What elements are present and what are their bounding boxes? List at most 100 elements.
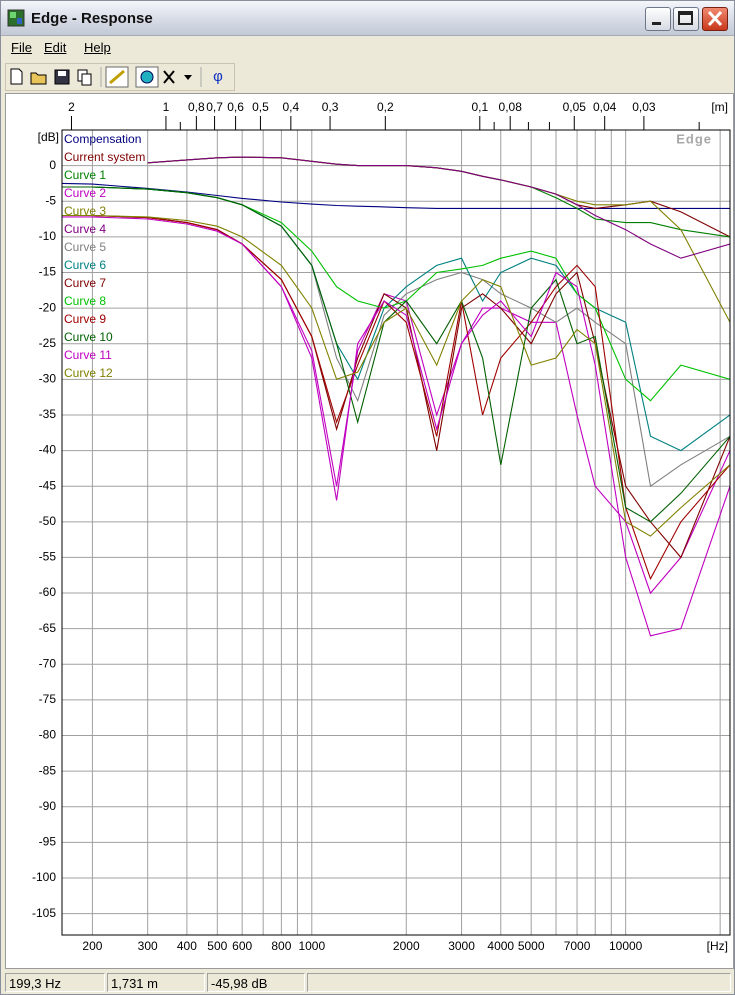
legend-entry: Curve 11 [64, 348, 112, 362]
x2-tick-label: 0,3 [322, 100, 339, 114]
delete-button[interactable] [163, 70, 175, 84]
y-tick-label: 0 [49, 158, 56, 172]
y-tick-label: -100 [32, 870, 56, 884]
x2-tick-label: 0,6 [227, 100, 244, 114]
x-tick-label: 300 [138, 939, 158, 953]
x-tick-label: 400 [177, 939, 197, 953]
minimize-button[interactable] [645, 7, 671, 31]
x2-tick-label: 1 [163, 100, 170, 114]
chart-panel: 0 -5 -10 -15 -20 -25 -30 -35 -40 -45 -50 -55 -60 -65 -… [5, 93, 734, 969]
plot-frame [61, 129, 731, 936]
x-axis-label: [Hz] [707, 939, 728, 953]
y-tick-label: -10 [39, 229, 57, 243]
y-tick-label: -50 [39, 514, 57, 528]
y-tick-label: -70 [39, 656, 57, 670]
x2-tick-label: 0,4 [282, 100, 299, 114]
x2-tick-label: 0,03 [632, 100, 656, 114]
dropdown-button[interactable] [184, 75, 192, 80]
x-tick-label: 7000 [564, 939, 591, 953]
curve [147, 156, 730, 259]
curve [62, 182, 730, 209]
y-tick-label: -45 [39, 478, 57, 492]
open-button[interactable] [30, 72, 47, 85]
maximize-button[interactable] [673, 7, 699, 31]
y-tick-label: -75 [39, 692, 57, 706]
window-title: Edge - Response [31, 10, 153, 27]
curves [62, 156, 730, 637]
x2-tick-label: 2 [68, 100, 75, 114]
x2-tick-label: 0,2 [377, 100, 394, 114]
toolbar-icons: φ [10, 66, 223, 88]
x-tick-label: 10000 [609, 939, 643, 953]
toolbar: φ [5, 63, 235, 91]
x-tick-label: 1000 [298, 939, 325, 953]
y-tick-label: -60 [39, 585, 57, 599]
legend-entry: Curve 12 [64, 366, 113, 380]
y-tick-label: -105 [32, 906, 56, 920]
status-bar: 199,3 Hz 1,731 m -45,98 dB [1, 971, 734, 994]
y-tick-label: -15 [39, 265, 57, 279]
x-tick-label: 200 [82, 939, 102, 953]
curve [62, 186, 730, 523]
x2-axis-label: [m] [711, 100, 728, 114]
x2-tick-label: 0,05 [563, 100, 587, 114]
new-button[interactable] [10, 68, 23, 85]
legend-entry: Curve 3 [64, 204, 106, 218]
curve [62, 214, 730, 581]
y-tick-label: -25 [39, 336, 57, 350]
y-tick-label: -80 [39, 728, 57, 742]
menu-help[interactable]: Help [84, 40, 111, 55]
status-frequency: 199,3 Hz [5, 973, 105, 992]
pen-button[interactable] [105, 66, 129, 88]
watermark: Edge [676, 131, 712, 146]
y-tick-label: -85 [39, 763, 57, 777]
copy-button[interactable] [77, 69, 92, 86]
y-axis-label: [dB] [38, 130, 59, 144]
x2-tick-label: 0,5 [252, 100, 269, 114]
legend-entry: Curve 4 [64, 222, 106, 236]
x2-tick-label: 0,08 [499, 100, 523, 114]
y-tick-label: -55 [39, 550, 57, 564]
y-tick-label: -95 [39, 835, 57, 849]
curve [62, 214, 730, 559]
legend-entry: Current system [64, 150, 145, 164]
legend-entry: Curve 1 [64, 168, 106, 182]
y-tick-label: -90 [39, 799, 57, 813]
curve [62, 216, 730, 637]
x-tick-label: 5000 [518, 939, 545, 953]
x-tick-label: 600 [232, 939, 252, 953]
close-button[interactable] [702, 7, 728, 31]
curve [62, 186, 730, 452]
x-tick-label: 4000 [487, 939, 514, 953]
x-tick-label: 500 [207, 939, 227, 953]
curve [147, 156, 730, 238]
status-empty [307, 973, 731, 992]
y-tick-label: -30 [39, 372, 57, 386]
save-button[interactable] [54, 69, 70, 85]
legend-entry: Compensation [64, 132, 141, 146]
x2-tick-label: 0,04 [593, 100, 617, 114]
app-icon [7, 9, 25, 27]
menu-bar: File Edit Help [5, 37, 119, 59]
status-level: -45,98 dB [207, 973, 305, 992]
menu-edit[interactable]: Edit [44, 40, 67, 55]
legend-entry: Curve 8 [64, 294, 106, 308]
legend-entry: Curve 7 [64, 276, 106, 290]
y-tick-label: -40 [39, 443, 57, 457]
legend-entry: Curve 2 [64, 186, 106, 200]
status-distance: 1,731 m [107, 973, 205, 992]
x-tick-label: 800 [271, 939, 291, 953]
marker-button[interactable] [135, 66, 159, 88]
curve [147, 156, 730, 238]
legend-entry: Curve 5 [64, 240, 106, 254]
legend-entry: Curve 9 [64, 312, 106, 326]
phase-button[interactable]: φ [213, 68, 223, 85]
curve [62, 214, 730, 537]
x-tick-label: 3000 [448, 939, 475, 953]
menu-file[interactable]: File [11, 40, 32, 55]
x2-tick-label: 0,7 [206, 100, 223, 114]
x2-tick-label: 0,8 [188, 100, 205, 114]
chart: 0 -5 -10 -15 -20 -25 -30 -35 -40 -45 -50 -55 -60 -65 -… [32, 100, 731, 953]
y-tick-label: -35 [39, 407, 57, 421]
legend-entry: Curve 6 [64, 258, 106, 272]
